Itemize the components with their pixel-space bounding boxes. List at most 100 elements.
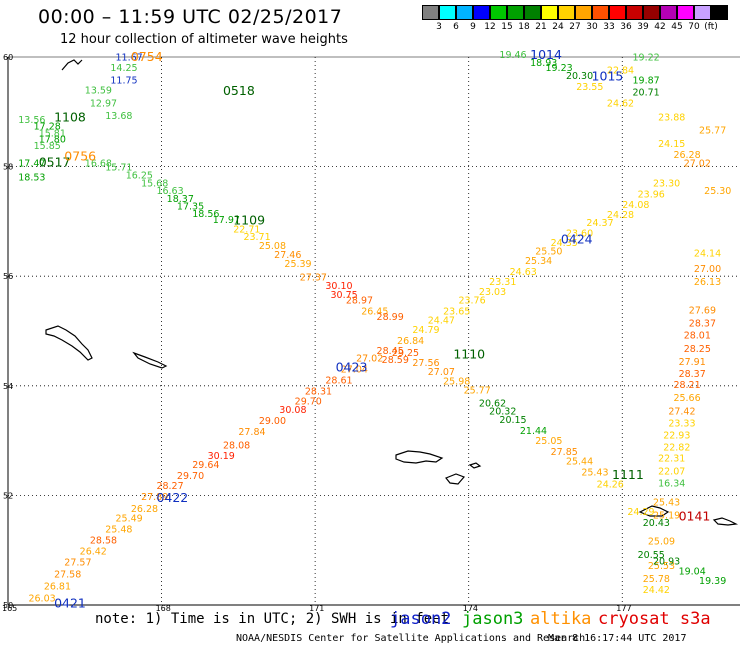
- coastlines: [45, 59, 739, 526]
- lat-tick-label: 56: [3, 272, 13, 281]
- wave-height-label: 27.84: [238, 427, 265, 438]
- wave-height-label: 26.84: [397, 336, 424, 347]
- legend-tick-label: 24: [552, 22, 564, 32]
- wave-height-label: 19.39: [699, 576, 726, 587]
- pass-time-label: 1015: [592, 69, 624, 84]
- wave-height-label: 26.13: [694, 277, 721, 288]
- wave-height-label: 15.71: [105, 162, 132, 173]
- legend-tick-label: (ft): [704, 22, 718, 32]
- wave-height-label: 13.68: [105, 111, 132, 122]
- lat-tick-label: 60: [3, 53, 13, 62]
- legend-swatch: [422, 5, 439, 20]
- legend-swatch: [473, 5, 490, 20]
- pass-time-label: 0754: [131, 49, 163, 64]
- lat-lon-grid: [8, 57, 740, 605]
- wave-height-label: 16.25: [126, 171, 153, 182]
- wave-height-label: 24.62: [607, 98, 634, 109]
- legend-swatch: [541, 5, 558, 20]
- island-kiska: [638, 505, 670, 517]
- wave-height-label: 25.19: [653, 510, 680, 521]
- wave-height-label: 25.98: [443, 377, 470, 388]
- wave-height-label: 28.45: [377, 346, 404, 357]
- wave-height-label: 26.28: [131, 504, 158, 515]
- map-frame: [7, 56, 740, 606]
- wave-height-label: 28.27: [156, 481, 183, 492]
- wave-height-label: 29.64: [192, 460, 219, 471]
- legend-swatch: [677, 5, 694, 20]
- wave-height-label: 20.32: [489, 406, 516, 417]
- island-semichi: [468, 462, 482, 469]
- wave-height-label: 28.37: [689, 319, 716, 330]
- wave-height-label: 27.46: [274, 250, 301, 261]
- wave-height-label: 19.22: [633, 52, 660, 63]
- legend-tick-label: 42: [654, 22, 666, 32]
- lon-tick-label: 168: [156, 604, 171, 613]
- wave-height-label: 17.35: [177, 201, 204, 212]
- wave-height-label: 20.30: [566, 71, 593, 82]
- legend-swatch: [490, 5, 507, 20]
- wave-height-label: 28.08: [223, 440, 250, 451]
- legend-tick-label: 12: [484, 22, 496, 32]
- wave-height-label: 20.43: [643, 518, 670, 529]
- wave-height-label: 30.75: [330, 290, 357, 301]
- legend-tick-label: 33: [603, 22, 615, 32]
- wave-height-label: 27.42: [668, 406, 695, 417]
- wave-height-label: 19.23: [545, 63, 572, 74]
- legend-swatch: [524, 5, 541, 20]
- island-rat: [712, 517, 739, 526]
- wave-height-label: 11.75: [110, 75, 137, 86]
- wave-height-label: 22.84: [607, 65, 634, 76]
- wave-height-label: 23.55: [576, 82, 603, 93]
- wave-height-label: 16.68: [85, 159, 112, 170]
- wave-height-label: 25.49: [115, 514, 142, 525]
- wave-height-label: 26.45: [361, 307, 388, 318]
- wave-height-label: 13.56: [18, 115, 45, 126]
- wave-height-label: 12.97: [90, 98, 117, 109]
- wave-height-label: 23.88: [658, 113, 685, 124]
- pass-time-label: 1111: [612, 467, 644, 482]
- island-agattu: [445, 473, 466, 485]
- wave-height-label: 22.07: [658, 467, 685, 478]
- legend-swatch: [694, 5, 711, 20]
- wave-height-label: 28.31: [305, 387, 332, 398]
- legend-swatch: [711, 5, 728, 20]
- wave-height-label: 27.89: [141, 492, 168, 503]
- legend-swatch: [456, 5, 473, 20]
- lat-tick-label: 52: [3, 491, 13, 500]
- wave-height-label: 24.15: [658, 139, 685, 150]
- wave-height-label: 24.28: [607, 210, 634, 221]
- wave-height-label: 29.00: [259, 416, 286, 427]
- wave-height-label: 28.61: [325, 376, 352, 387]
- wave-height-label: 27.37: [300, 273, 327, 284]
- wave-height-label: 20.15: [499, 415, 526, 426]
- wave-height-label: 14.25: [110, 63, 137, 74]
- wave-height-label: 27.07: [428, 367, 455, 378]
- wave-height-label: 17.80: [39, 134, 66, 145]
- legend-tick-label: 3: [436, 22, 442, 32]
- wave-height-label: 18.56: [192, 209, 219, 220]
- pass-time-label: 0424: [561, 231, 593, 246]
- wave-height-label: 24.14: [694, 248, 721, 259]
- wave-height-label: 17.47: [18, 159, 45, 170]
- wave-height-label: 16.63: [156, 186, 183, 197]
- satellite-legend-item: altika: [530, 609, 592, 629]
- wave-height-label: 25.78: [643, 574, 670, 585]
- wave-height-label: 28.21: [673, 380, 700, 391]
- pass-time-label: 0421: [54, 596, 86, 611]
- wave-height-label: 25.44: [566, 457, 593, 468]
- wave-height-label: 24.26: [597, 480, 624, 491]
- wave-height-label: 29.25: [392, 348, 419, 359]
- wave-height-label: 26.42: [80, 547, 107, 558]
- map-subtitle: 12 hour collection of altimeter wave hei…: [60, 32, 348, 47]
- lon-tick-label: 165: [2, 604, 17, 613]
- wave-height-label: 15.81: [39, 128, 66, 139]
- pass-time-label: 1110: [453, 346, 485, 361]
- wave-height-label: 13.59: [85, 86, 112, 97]
- wave-height-label: 30.19: [208, 451, 235, 462]
- legend-tick-label: 30: [586, 22, 598, 32]
- wave-height-label: 15.85: [34, 141, 61, 152]
- legend-tick-label: 70: [688, 22, 700, 32]
- wave-height-label: 22.71: [233, 224, 260, 235]
